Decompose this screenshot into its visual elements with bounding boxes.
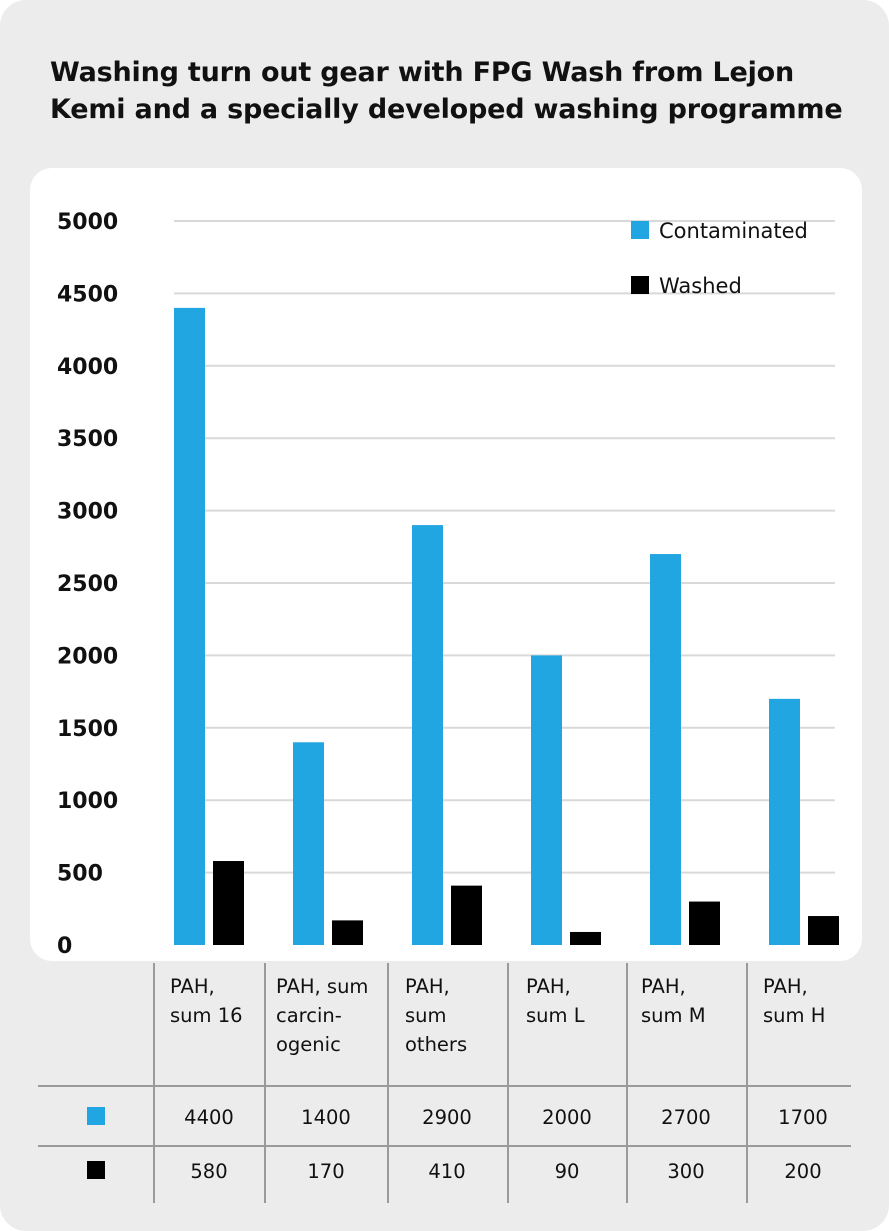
bar-washed [332,920,363,945]
category-label: PAH, sum M [641,975,706,1027]
y-tick-label: 2000 [57,644,118,669]
table-cell: 2900 [422,1106,472,1129]
bar-contaminated [531,655,562,945]
y-tick-label: 4000 [57,355,118,380]
bar-contaminated [412,525,443,945]
chart-panel: 0 500 1000 1500 2000 2500 3000 3500 4000 4500 5000… [30,168,862,961]
y-tick-label: 2500 [57,572,118,597]
chart-title: Washing turn out gear with FPG Wash from… [50,57,843,125]
table-cell: 2000 [542,1106,592,1129]
y-tick-label: 5000 [57,210,118,235]
y-tick-label: 500 [57,862,103,887]
table-divider [153,963,155,1203]
table-cell: 170 [307,1160,345,1183]
black-square-icon [87,1161,105,1179]
bar-washed [808,916,839,945]
category-label: PAH, sum carcin- ogenic [276,975,369,1056]
legend-label: Washed [659,274,742,298]
table-cell: 1400 [301,1106,351,1129]
table-cell: 1700 [778,1106,828,1129]
table-divider [387,963,389,1203]
bar-washed [689,901,720,945]
table-cell: 300 [667,1160,705,1183]
legend-label: Contaminated [659,219,808,243]
category-label: PAH, sum 16 [170,975,243,1027]
table-cell: 410 [428,1160,466,1183]
bar-contaminated [650,554,681,945]
table-divider [38,1085,851,1087]
bar-contaminated [769,698,800,945]
table-cell: 580 [190,1160,228,1183]
y-tick-label: 1000 [57,789,118,814]
bar-washed [570,931,601,945]
category-label: PAH, sum H [763,975,826,1027]
table-cell: 4400 [184,1106,234,1129]
bar-washed [213,861,244,945]
bar-contaminated [293,742,324,945]
category-label: PAH, sum L [526,975,585,1027]
black-square-icon [631,276,649,294]
table-cell: 2700 [661,1106,711,1129]
y-tick-label: 0 [57,934,72,959]
table-divider [38,1145,851,1147]
table-divider [507,963,509,1203]
table-divider [626,963,628,1203]
table-cell: 200 [784,1160,822,1183]
blue-square-icon [87,1107,105,1125]
bar-contaminated [174,307,205,945]
y-tick-label: 1500 [57,717,118,742]
category-label: PAH, sum others [405,975,468,1056]
table-cell: 90 [554,1160,580,1183]
bar-washed [451,885,482,945]
blue-square-icon [631,221,649,239]
y-tick-label: 3000 [57,500,118,525]
y-tick-label: 3500 [57,427,118,452]
table-divider [264,963,266,1203]
table-divider [746,963,748,1203]
bar-chart: 0 500 1000 1500 2000 2500 3000 3500 4000 4500 5000… [57,210,839,959]
y-tick-label: 4500 [57,282,118,307]
